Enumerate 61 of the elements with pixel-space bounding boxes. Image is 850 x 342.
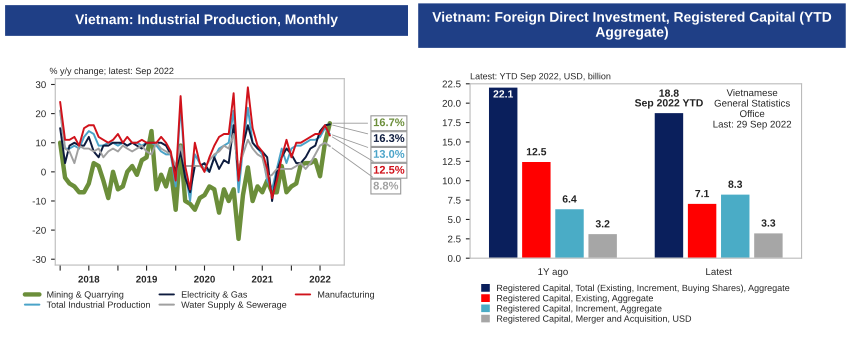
data-label: 12.5 bbox=[526, 148, 546, 156]
x-tick-label: Latest bbox=[706, 268, 732, 276]
data-label: 16.7% bbox=[374, 118, 404, 126]
y-tick-label: 10 bbox=[36, 139, 46, 146]
legend-label: Registered Capital, Existing, Aggregate bbox=[497, 294, 654, 304]
y-tick-label: -30 bbox=[32, 256, 46, 263]
y-tick-label: 7.5 bbox=[448, 196, 461, 204]
bar bbox=[587, 232, 618, 258]
data-label: 7.1 bbox=[695, 190, 710, 198]
x-tick-label: 2018 bbox=[78, 276, 100, 283]
legend-label: Water Supply & Sewerage bbox=[181, 301, 286, 310]
legend-label: Registered Capital, Total (Existing, Increment, Buying Shares), Aggregate bbox=[497, 284, 790, 293]
data-label: 16.3% bbox=[374, 134, 404, 142]
legend-label: Mining & Quarrying bbox=[47, 291, 124, 300]
y-tick-label: 17.5 bbox=[442, 119, 461, 126]
data-label: 8.3 bbox=[728, 180, 742, 188]
data-label: 3.3 bbox=[761, 219, 776, 227]
chart-title: Vietnam: Industrial Production, Monthly bbox=[75, 14, 338, 27]
legend-label: Total Industrial Production bbox=[46, 301, 150, 308]
bar bbox=[653, 112, 685, 258]
data-label: 22.1 bbox=[493, 90, 514, 98]
bar bbox=[720, 193, 751, 258]
y-tick-label: 15.0 bbox=[442, 138, 461, 146]
y-tick-label: 0.0 bbox=[448, 254, 461, 262]
x-tick-label: 2021 bbox=[252, 276, 273, 283]
line-series bbox=[59, 123, 331, 202]
y-tick-label: -10 bbox=[32, 198, 46, 205]
x-tick-label: 2020 bbox=[194, 276, 215, 283]
bar bbox=[752, 232, 784, 258]
data-label: 12.5% bbox=[374, 166, 404, 174]
chart-subtitle: Latest: YTD Sep 2022, USD, billion bbox=[470, 72, 610, 82]
chart-subtitle: % y/y change; latest: Sep 2022 bbox=[50, 67, 174, 76]
data-label: 13.0% bbox=[374, 150, 404, 158]
y-tick-label: 30 bbox=[36, 81, 46, 88]
y-tick-label: 2.5 bbox=[448, 236, 461, 242]
x-tick-label: 2022 bbox=[310, 276, 330, 283]
y-tick-label: 10.0 bbox=[442, 177, 461, 184]
legend-label: Electricity & Gas bbox=[182, 291, 248, 300]
data-label: 3.2 bbox=[596, 220, 610, 228]
bar bbox=[554, 208, 586, 258]
legend-label: Registered Capital, Merger and Acquisition, USD bbox=[497, 315, 692, 324]
y-tick-label: 22.5 bbox=[442, 80, 461, 88]
y-tick-label: 20 bbox=[36, 110, 46, 118]
y-tick-label: 5.0 bbox=[448, 216, 461, 224]
y-tick-label: 12.5 bbox=[442, 158, 461, 165]
data-label: 6.4 bbox=[562, 195, 577, 203]
line-series bbox=[58, 120, 332, 242]
legend-label: Manufacturing bbox=[318, 291, 374, 300]
line-series bbox=[59, 86, 331, 200]
line-series bbox=[59, 110, 331, 179]
bar bbox=[686, 202, 718, 258]
y-tick-label: 0 bbox=[41, 168, 46, 176]
x-tick-label: 1Y ago bbox=[538, 268, 568, 277]
y-tick-label: 20.0 bbox=[442, 100, 461, 107]
y-tick-label: -20 bbox=[32, 226, 46, 234]
legend-label: Registered Capital, Increment, Aggregate bbox=[497, 304, 662, 314]
data-label: 18.8 Sep 2022 YTD bbox=[634, 89, 703, 109]
x-tick-label: 2019 bbox=[136, 276, 158, 283]
annotation: Vietnamese General Statistics Office Last: 29 Sep 2022 bbox=[713, 89, 792, 130]
chart-title: Vietnam: Foreign Direct Investment, Registered Capital (YTD Aggregate) bbox=[432, 12, 832, 40]
data-label: 8.8% bbox=[374, 182, 398, 190]
